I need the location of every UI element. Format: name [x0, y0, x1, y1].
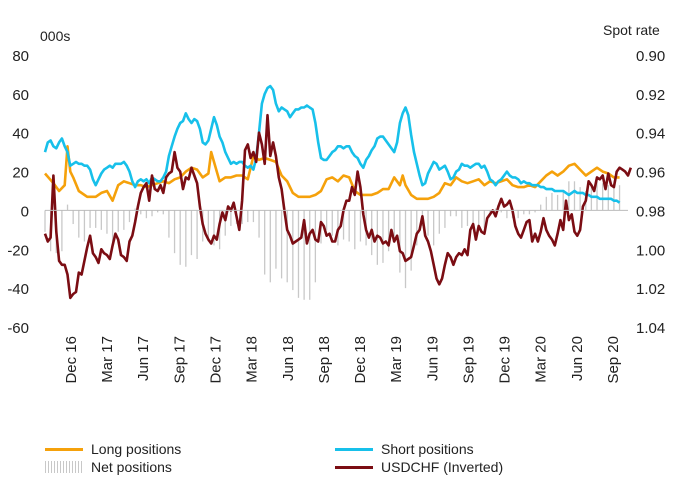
- left-tick-label: -20: [7, 242, 29, 259]
- legend-usdchf-label: USDCHF (Inverted): [381, 459, 504, 475]
- left-axis-unit: 000s: [40, 28, 70, 44]
- left-tick-label: 40: [12, 126, 29, 143]
- x-tick-label: Jun 19: [424, 336, 441, 381]
- right-tick-label: 1.02: [636, 281, 665, 298]
- right-tick-label: 0.90: [636, 48, 665, 65]
- short-positions-line: [43, 84, 621, 204]
- x-tick-label: Jun 20: [569, 336, 586, 381]
- net-positions-bars: [44, 181, 621, 300]
- legend-short-swatch: [335, 447, 373, 451]
- right-tick-label: 0.98: [636, 203, 665, 220]
- x-tick-label: Dec 17: [208, 336, 225, 384]
- legend-short: Short positions: [335, 441, 474, 457]
- x-tick-label: Mar 19: [388, 336, 405, 383]
- legend-long-swatch: [45, 447, 83, 451]
- left-tick-label: 80: [12, 48, 29, 65]
- left-tick-label: -60: [7, 320, 29, 337]
- x-tick-label: Sep 20: [605, 336, 622, 384]
- left-tick-label: 0: [21, 203, 29, 220]
- x-tick-label: Mar 18: [244, 336, 261, 383]
- legend-net-label: Net positions: [91, 459, 172, 475]
- left-axis-ticks: 80 60 40 20 0 -20 -40 -60: [7, 48, 29, 337]
- right-tick-label: 0.96: [636, 165, 665, 182]
- right-tick-label: 1.04: [636, 320, 665, 337]
- legend-long-label: Long positions: [91, 441, 182, 457]
- right-tick-label: 0.94: [636, 126, 665, 143]
- x-tick-label: Sep 19: [460, 336, 477, 384]
- x-axis-ticks: Dec 16 Mar 17 Jun 17 Sep 17 Dec 17 Mar 18 Jun …: [63, 336, 622, 384]
- legend-short-label: Short positions: [381, 441, 474, 457]
- x-tick-label: Dec 16: [63, 336, 80, 384]
- right-tick-label: 1.00: [636, 242, 665, 259]
- x-tick-label: Dec 19: [497, 336, 514, 384]
- left-tick-label: 20: [12, 165, 29, 182]
- x-tick-label: Mar 20: [533, 336, 550, 383]
- x-tick-label: Dec 18: [352, 336, 369, 384]
- legend-usdchf-swatch: [335, 465, 373, 469]
- right-axis-unit: Spot rate: [603, 22, 660, 38]
- left-tick-label: 60: [12, 87, 29, 104]
- legend-net-swatch: [45, 461, 83, 473]
- right-axis-ticks: 0.90 0.92 0.94 0.96 0.98 1.00 1.02 1.04: [636, 48, 665, 337]
- series-lines: [43, 84, 633, 300]
- right-tick-label: 0.92: [636, 87, 665, 104]
- x-tick-label: Jun 17: [135, 336, 152, 381]
- legend-usdchf: USDCHF (Inverted): [335, 459, 503, 475]
- x-tick-label: Sep 17: [171, 336, 188, 384]
- x-tick-label: Mar 17: [99, 336, 116, 383]
- x-tick-label: Sep 18: [316, 336, 333, 384]
- usdchf-inverted-line: [43, 113, 633, 300]
- x-tick-label: Jun 18: [280, 336, 297, 381]
- legend-net: Net positions: [45, 459, 172, 475]
- left-tick-label: -40: [7, 281, 29, 298]
- legend-long: Long positions: [45, 441, 181, 457]
